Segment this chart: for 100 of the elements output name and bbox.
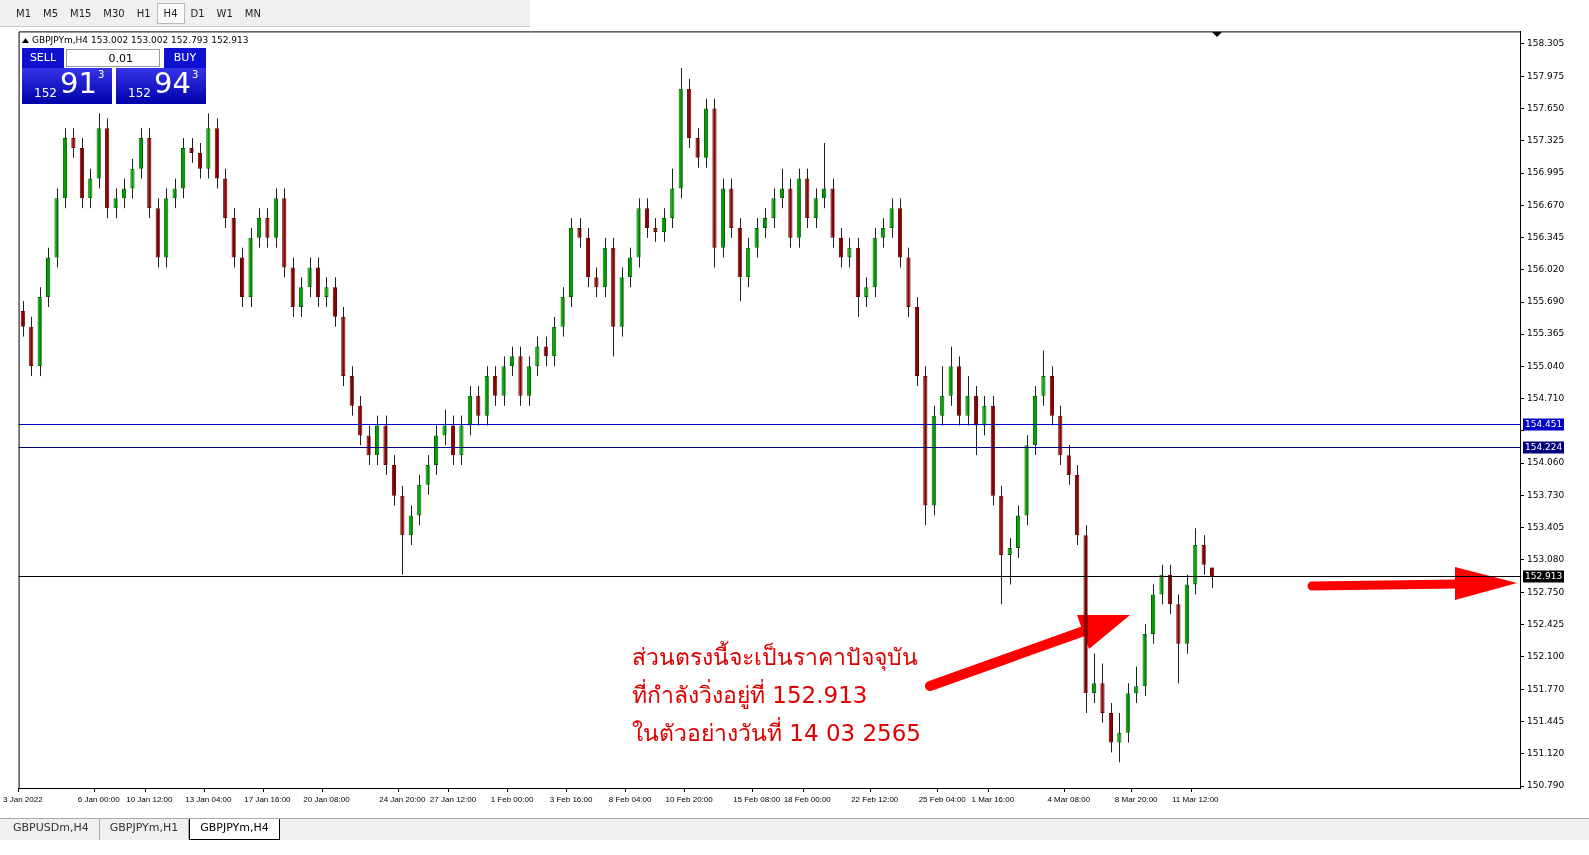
x-tick-label: 17 Jan 16:00 [244,795,292,804]
x-tick-label: 13 Jan 04:00 [185,795,233,804]
candlestick [864,276,869,308]
text: M1 [15,6,32,21]
x-tick-label: 6 Jan 00:00 [77,795,121,804]
candlestick [307,257,312,298]
x-tick-label: 3 Jan 2022 [3,795,44,804]
y-tick-label: 151.770 [1527,683,1565,694]
y-tick-label: 152.425 [1527,618,1565,629]
x-tick-label: 22 Feb 12:00 [851,795,899,804]
buy-button: BUY [164,48,206,68]
y-tick-label: 152.100 [1527,650,1565,661]
candlestick [1041,349,1046,407]
x-tick-label: 20 Jan 08:00 [303,795,351,804]
x-tick-label: 1 Feb 00:00 [490,795,534,804]
candlestick [661,207,666,243]
y-tick-label: 155.690 [1527,296,1565,307]
candlestick [476,385,481,426]
y-tick-label: 156.995 [1527,167,1565,178]
x-tick-label: 10 Feb 20:00 [665,795,714,804]
candlestick [779,168,785,209]
x-tick-label: 24 Jan 20:00 [379,795,427,804]
sell-button: SELL [22,48,64,68]
chart-title: GBPJPYm,H4 153.002 153.002 152.793 152.913 [32,35,249,45]
candlestick [130,158,135,199]
candlestick [20,300,25,338]
annotation: 94 [154,66,191,100]
candlestick [509,345,515,377]
y-tick-label: 151.445 [1527,715,1565,726]
candlestick [256,207,262,249]
text: GBPJPYm,H1 [99,819,190,840]
candlestick [535,336,540,377]
candlestick [121,178,127,209]
y-tick-label: 156.670 [1527,199,1565,210]
y-tick-label: 156.020 [1527,263,1565,274]
y-tick-label: 154.710 [1527,393,1565,404]
x-tick-label: 8 Feb 04:00 [608,795,653,804]
text: M30 [102,6,126,21]
x-tick-label: 15 Feb 08:00 [733,795,781,804]
x-tick-label: 27 Jan 12:00 [429,795,477,804]
y-tick-label: 157.325 [1527,134,1565,145]
candlestick [653,217,658,243]
candlestick [172,178,177,209]
candlestick [847,237,852,268]
candlestick [644,197,650,239]
candlestick [299,276,304,318]
candlestick [889,197,894,239]
text: H4 [156,2,185,24]
candlestick [543,336,548,367]
y-tick-label: 158.305 [1527,38,1565,49]
text: MN [243,6,262,21]
candlestick [442,409,447,446]
x-tick-label: 4 Mar 08:00 [1047,795,1091,804]
annotation: 91 [60,66,97,100]
y-tick-label: 151.120 [1527,747,1565,758]
candlestick [1091,653,1097,704]
y-tick-label: 152.750 [1527,586,1565,597]
annotation: 3 [98,69,105,80]
candlestick [577,217,582,249]
candlestick [1117,712,1122,763]
text: H1 [135,6,152,21]
text: M15 [69,6,93,21]
y-tick-label: 155.040 [1527,360,1565,371]
y-tick-label: 150.790 [1527,780,1565,791]
annotation: 152 [128,86,151,100]
candlestick [822,142,827,209]
candlestick [113,187,118,219]
lot-size-field: 0.01 [66,49,160,67]
y-tick-label: 156.345 [1527,231,1565,242]
annotation: 3 [192,69,199,80]
candlestick [1201,534,1206,576]
text: M5 [42,6,59,21]
candlestick [965,375,970,426]
x-tick-label: 3 Feb 16:00 [549,795,593,804]
y-tick-label: 153.405 [1527,522,1565,533]
candlestick [425,454,430,496]
text: W1 [215,6,234,21]
x-tick-label: 10 Jan 12:00 [126,795,174,804]
candlestick [838,227,844,268]
text: GBPJPYm,H4 [189,819,280,840]
candlestick [265,207,270,249]
candlestick [771,187,776,229]
x-tick-label: 18 Feb 00:00 [783,795,832,804]
candlestick [189,137,194,164]
candlestick [493,365,498,407]
text: GBPUSDm,H4 [3,819,100,840]
x-tick-label: 25 Feb 04:00 [918,795,967,804]
candlestick [881,217,886,249]
candlestick [754,217,759,259]
candlestick [1159,564,1164,605]
text: D1 [189,6,206,21]
candlestick [940,365,945,426]
candlestick [408,505,413,546]
y-tick-label: 157.650 [1527,102,1565,113]
ref-line-label: 154.451 [1525,418,1563,429]
y-tick-label: 154.060 [1527,457,1565,468]
y-tick-label: 157.975 [1527,70,1565,81]
ref-line-label: 152.913 [1525,570,1563,581]
candlestick [594,266,599,298]
candlestick [324,276,329,308]
